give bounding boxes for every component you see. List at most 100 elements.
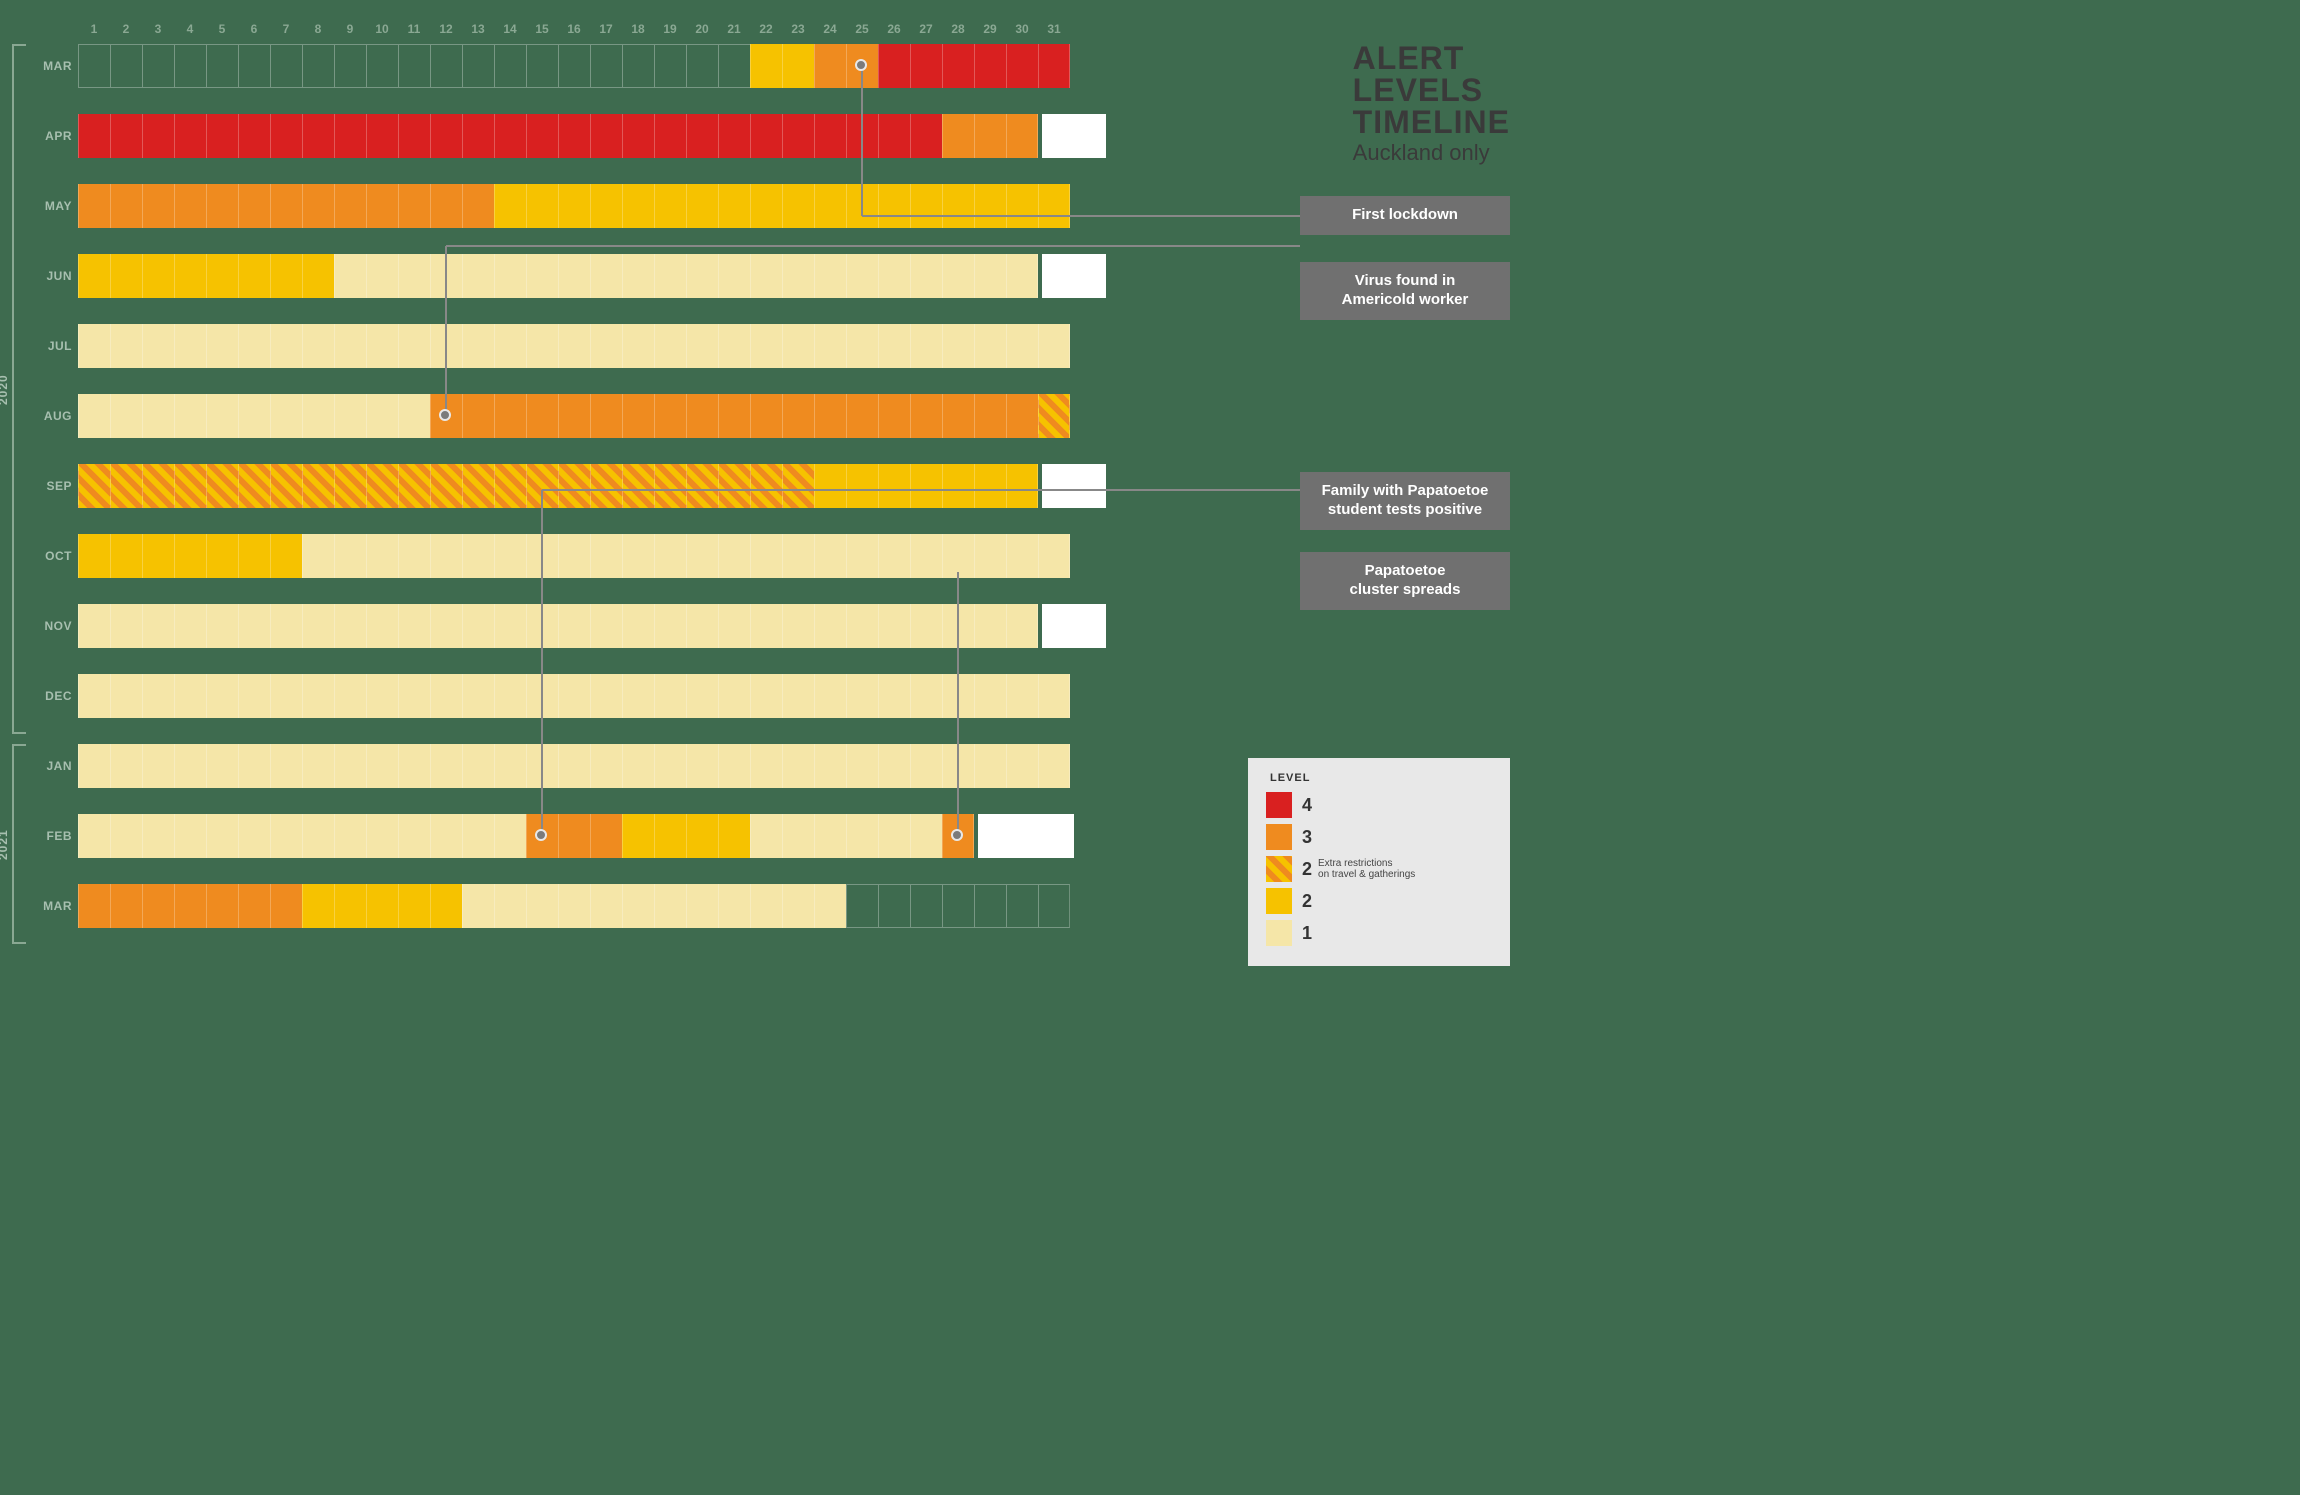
day-cell	[590, 114, 622, 158]
legend-label: 2	[1302, 859, 1312, 880]
day-cell	[238, 324, 270, 368]
day-cell	[398, 604, 430, 648]
day-cell	[814, 464, 846, 508]
day-cell	[430, 744, 462, 788]
day-cell	[110, 884, 142, 928]
title-line2: LEVELS	[1353, 74, 1510, 106]
day-cell	[206, 744, 238, 788]
day-cell	[430, 44, 462, 88]
month-row: MAR	[78, 884, 1106, 928]
day-cell	[462, 114, 494, 158]
day-cell	[430, 184, 462, 228]
day-cell	[686, 604, 718, 648]
legend-item: 3	[1266, 824, 1492, 850]
day-cell	[270, 254, 302, 298]
month-row: JUN	[78, 254, 1106, 298]
day-cell	[654, 394, 686, 438]
day-cell	[558, 184, 590, 228]
day-cell	[398, 44, 430, 88]
day-label: 19	[654, 22, 686, 38]
day-cell	[462, 184, 494, 228]
annotation: Papatoetoecluster spreads	[1300, 552, 1510, 610]
day-label: 17	[590, 22, 622, 38]
day-cell	[1006, 674, 1038, 718]
day-cell	[622, 674, 654, 718]
day-cell	[174, 744, 206, 788]
day-cell	[654, 44, 686, 88]
day-cell	[462, 814, 494, 858]
day-cell	[814, 884, 846, 928]
callout-line	[861, 66, 863, 216]
day-cell	[654, 324, 686, 368]
day-label: 5	[206, 22, 238, 38]
day-cell	[686, 744, 718, 788]
annotation: Family with Papatoetoestudent tests posi…	[1300, 472, 1510, 530]
day-cell	[718, 184, 750, 228]
day-cell	[974, 394, 1006, 438]
day-cell	[718, 534, 750, 578]
day-cell	[1006, 184, 1038, 228]
day-cell	[814, 674, 846, 718]
month-label: OCT	[32, 549, 72, 563]
day-cell	[814, 394, 846, 438]
day-cell	[846, 884, 878, 928]
day-cell	[270, 464, 302, 508]
day-cell	[78, 114, 110, 158]
day-cell	[878, 114, 910, 158]
day-cell	[302, 744, 334, 788]
day-cell	[430, 674, 462, 718]
callout-dot	[855, 59, 867, 71]
day-cell	[430, 114, 462, 158]
day-cell	[686, 324, 718, 368]
day-cell	[942, 254, 974, 298]
legend-swatch	[1266, 824, 1292, 850]
day-label: 30	[1006, 22, 1038, 38]
day-cell	[174, 324, 206, 368]
day-cell	[750, 254, 782, 298]
month-days	[78, 674, 1070, 718]
month-days	[78, 464, 1038, 508]
filler	[1042, 254, 1106, 298]
day-cell	[366, 464, 398, 508]
day-cell	[206, 44, 238, 88]
month-label: MAR	[32, 59, 72, 73]
month-row: SEP	[78, 464, 1106, 508]
day-cell	[174, 184, 206, 228]
month-label: APR	[32, 129, 72, 143]
legend-item: 2	[1266, 888, 1492, 914]
day-cell	[110, 254, 142, 298]
day-cell	[782, 114, 814, 158]
day-cell	[750, 464, 782, 508]
day-cell	[206, 884, 238, 928]
day-cell	[78, 184, 110, 228]
day-cell	[302, 44, 334, 88]
day-cell	[494, 604, 526, 648]
day-cell	[622, 184, 654, 228]
day-cell	[398, 464, 430, 508]
day-label: 21	[718, 22, 750, 38]
day-cell	[942, 44, 974, 88]
day-cell	[270, 674, 302, 718]
month-row: DEC	[78, 674, 1106, 718]
day-label: 4	[174, 22, 206, 38]
day-cell	[174, 464, 206, 508]
timeline-chart: 1234567891011121314151617181920212223242…	[78, 22, 1106, 954]
day-cell	[974, 604, 1006, 648]
day-cell	[142, 44, 174, 88]
day-cell	[430, 604, 462, 648]
title-line1: ALERT	[1353, 42, 1510, 74]
day-cell	[238, 394, 270, 438]
month-days	[78, 534, 1070, 578]
day-cell	[718, 464, 750, 508]
day-cell	[974, 324, 1006, 368]
day-cell	[878, 184, 910, 228]
day-cell	[238, 464, 270, 508]
day-cell	[622, 534, 654, 578]
day-cell	[718, 324, 750, 368]
day-cell	[1006, 114, 1038, 158]
day-cell	[654, 814, 686, 858]
day-cell	[718, 744, 750, 788]
day-label: 11	[398, 22, 430, 38]
day-cell	[782, 814, 814, 858]
day-cell	[398, 254, 430, 298]
